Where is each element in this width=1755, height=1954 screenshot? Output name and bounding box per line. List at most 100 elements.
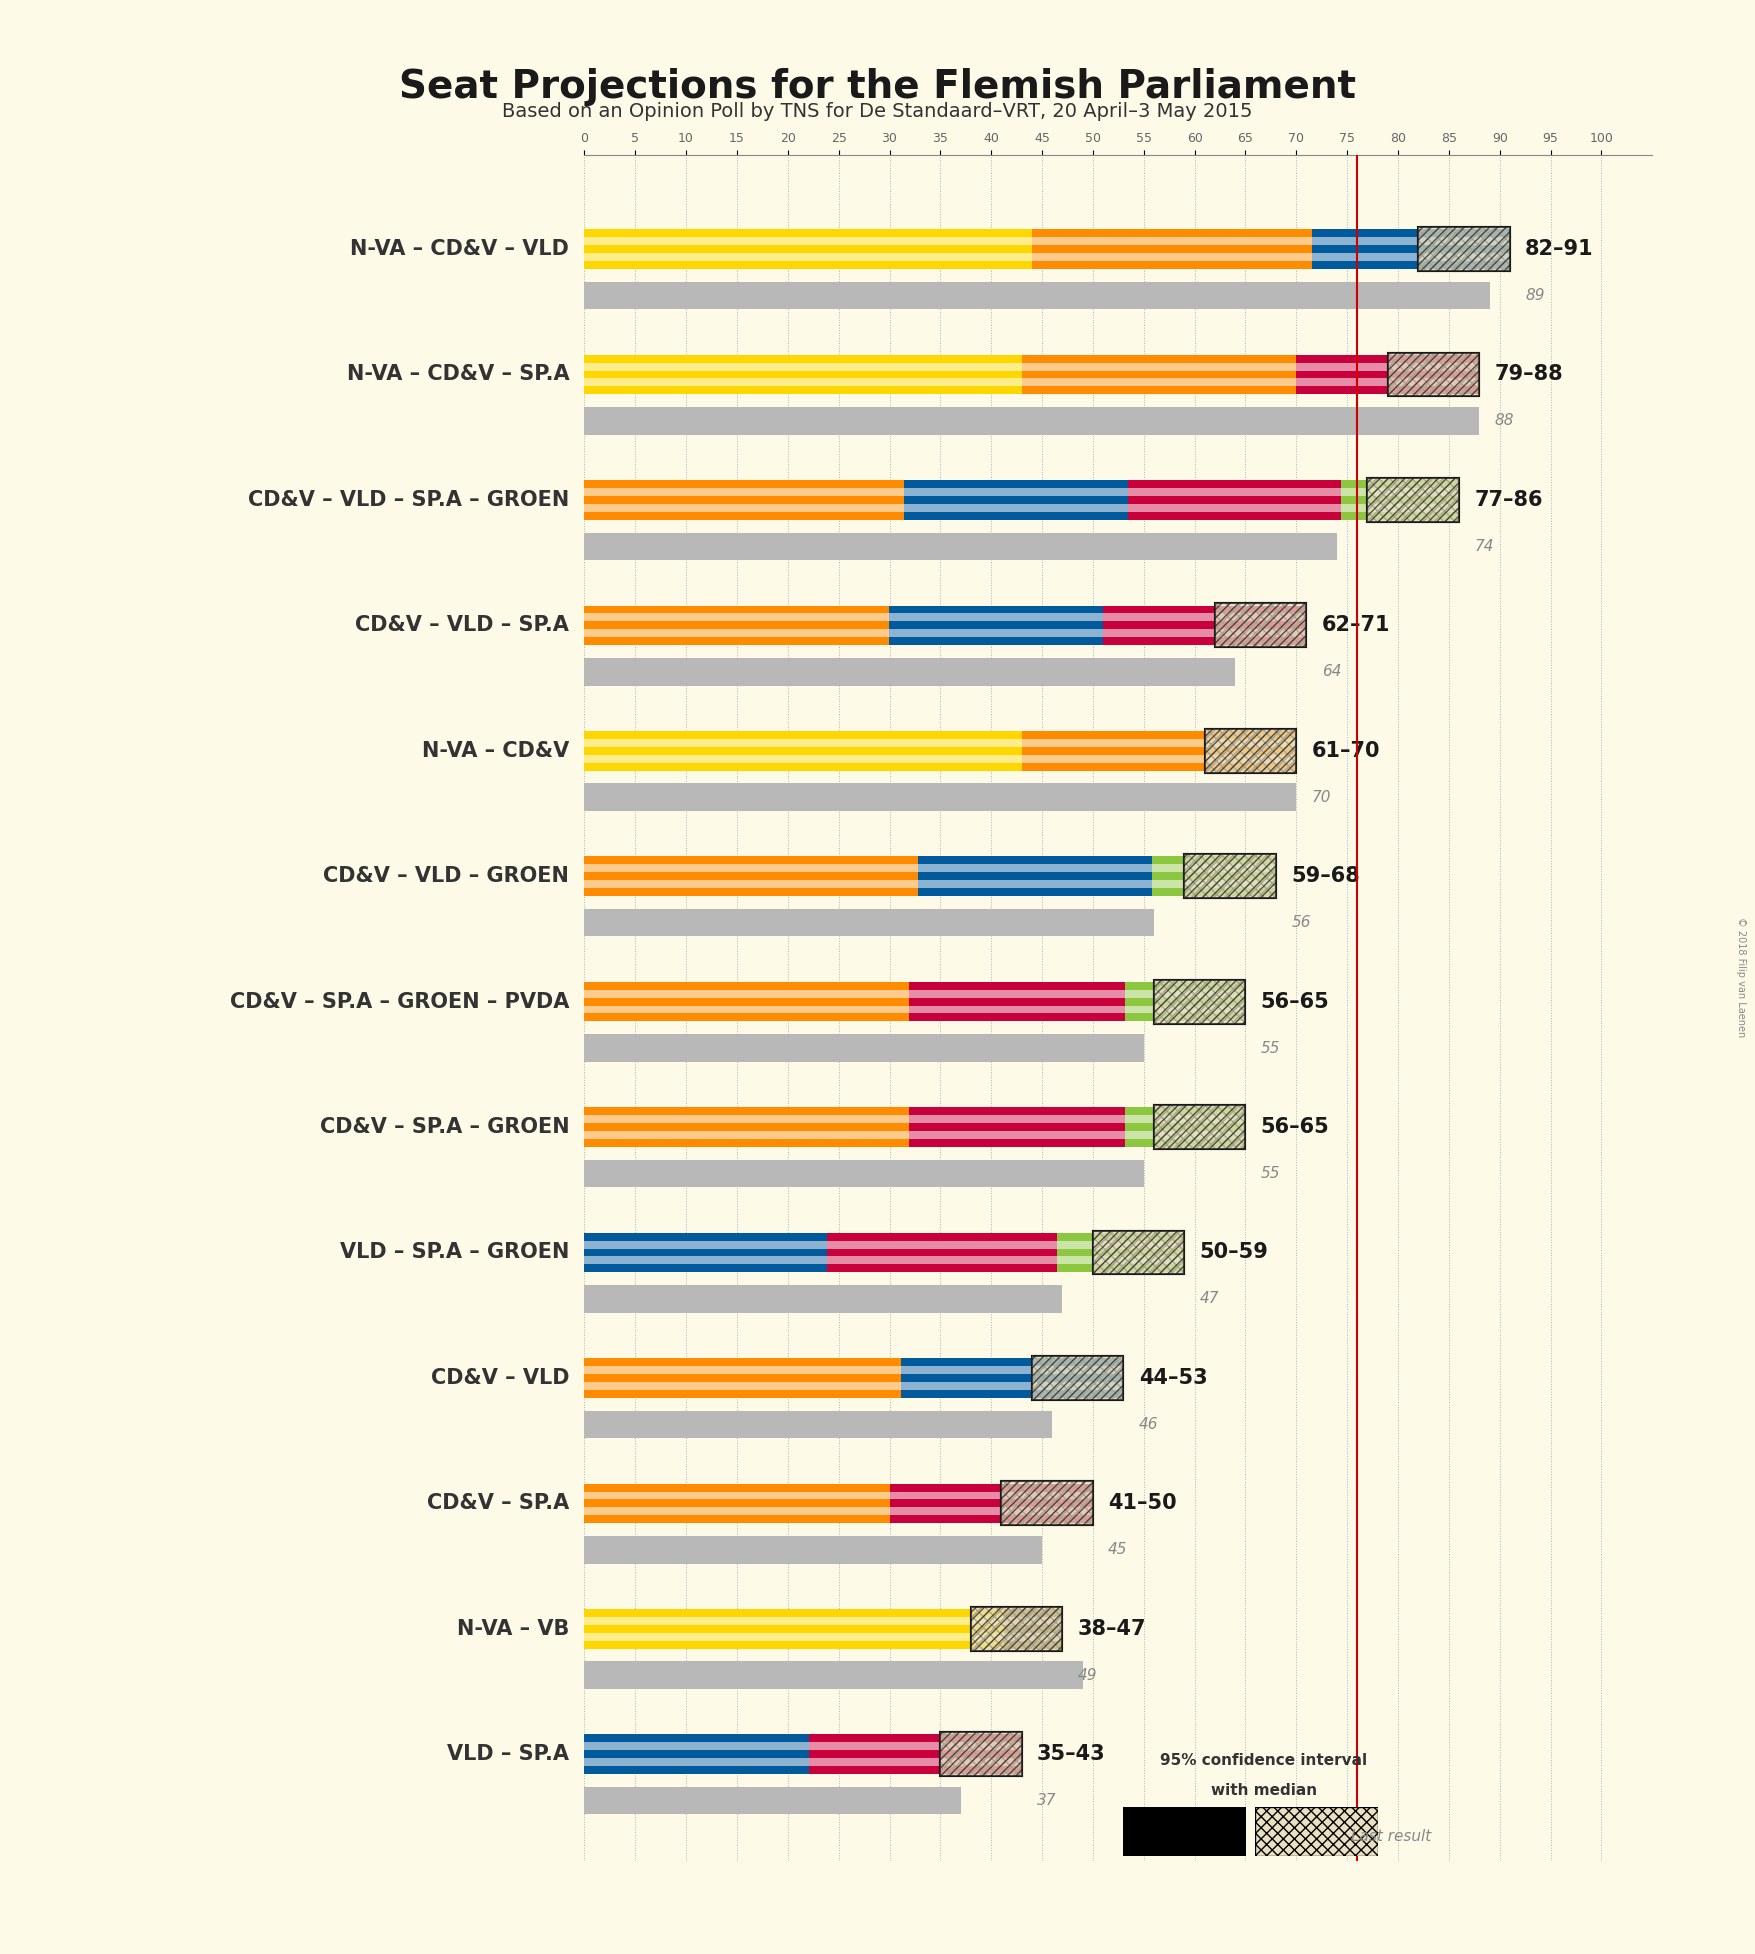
Bar <box>809 1759 1021 1766</box>
Bar <box>584 864 918 871</box>
Bar <box>584 606 890 614</box>
Bar <box>1032 244 1313 252</box>
Bar <box>584 1034 1144 1061</box>
Bar <box>1021 731 1297 739</box>
Bar <box>1313 252 1509 262</box>
Text: CD&V – VLD – SP.A – GROEN: CD&V – VLD – SP.A – GROEN <box>247 490 569 510</box>
Bar <box>1125 981 1246 1022</box>
Bar <box>584 488 904 496</box>
Bar <box>918 856 1153 864</box>
Bar <box>1032 262 1313 270</box>
Bar <box>1153 856 1276 897</box>
Bar <box>1004 1608 1062 1618</box>
Bar <box>909 998 1125 1006</box>
Bar <box>900 1358 1123 1397</box>
Bar <box>909 1131 1125 1139</box>
Bar <box>584 856 918 864</box>
Bar <box>1057 1249 1185 1256</box>
Text: 89: 89 <box>1525 287 1544 303</box>
Bar <box>1057 1241 1185 1249</box>
Bar <box>1153 879 1276 887</box>
Bar <box>584 1608 1004 1649</box>
Bar <box>1153 887 1276 897</box>
Text: N-VA – CD&V – VLD: N-VA – CD&V – VLD <box>351 238 569 260</box>
Bar <box>1297 387 1479 395</box>
Bar <box>1032 229 1313 236</box>
Bar <box>584 629 890 637</box>
Bar <box>971 1606 1062 1651</box>
Bar <box>584 371 1021 379</box>
Bar <box>584 1139 909 1147</box>
Bar <box>1125 1006 1246 1014</box>
Bar <box>904 512 1128 520</box>
Text: N-VA – CD&V: N-VA – CD&V <box>421 741 569 760</box>
Text: CD&V – VLD: CD&V – VLD <box>430 1368 569 1387</box>
Text: CD&V – SP.A – GROEN – PVDA: CD&V – SP.A – GROEN – PVDA <box>230 991 569 1012</box>
Text: 56: 56 <box>1292 914 1311 930</box>
Bar <box>584 252 1032 262</box>
Bar <box>909 1014 1125 1022</box>
Bar <box>827 1233 1057 1241</box>
Bar <box>1021 371 1297 379</box>
Bar <box>1004 1608 1062 1649</box>
Bar <box>909 991 1125 998</box>
Bar <box>584 762 1021 770</box>
Text: CD&V – VLD – SP.A: CD&V – VLD – SP.A <box>355 616 569 635</box>
Bar <box>1104 637 1306 645</box>
Bar <box>809 1751 1021 1759</box>
Bar <box>1125 1124 1246 1131</box>
Bar <box>584 379 1021 387</box>
Text: 59–68: 59–68 <box>1292 866 1360 887</box>
Bar <box>1125 998 1246 1006</box>
Bar <box>584 1536 1042 1563</box>
Bar <box>1021 356 1297 395</box>
Bar <box>584 1626 1004 1634</box>
Bar <box>1125 1108 1246 1116</box>
Text: 77–86: 77–86 <box>1474 490 1543 510</box>
Bar <box>584 621 890 629</box>
Bar <box>1418 227 1509 272</box>
Bar <box>827 1264 1057 1272</box>
Bar <box>584 1751 809 1759</box>
Bar <box>584 1366 900 1374</box>
Bar <box>1388 352 1479 397</box>
Bar <box>909 1124 1125 1131</box>
Bar <box>1125 1139 1246 1147</box>
Bar <box>584 1124 909 1131</box>
Bar <box>584 512 904 520</box>
Bar <box>904 496 1128 504</box>
Bar <box>1021 387 1297 395</box>
Bar <box>890 621 1104 629</box>
Text: N-VA – CD&V – SP.A: N-VA – CD&V – SP.A <box>346 365 569 385</box>
Bar <box>584 1264 827 1272</box>
Bar <box>1057 1233 1185 1241</box>
Bar <box>584 1759 809 1766</box>
Bar <box>890 1491 1093 1499</box>
Bar <box>1032 1356 1123 1399</box>
Text: Seat Projections for the Flemish Parliament: Seat Projections for the Flemish Parliam… <box>398 68 1357 106</box>
Bar <box>584 856 918 897</box>
Bar <box>1093 1231 1185 1274</box>
Bar <box>584 1108 909 1116</box>
Bar <box>918 864 1153 871</box>
Bar <box>1125 1014 1246 1022</box>
Bar <box>1021 746 1297 754</box>
Bar <box>584 1608 1004 1618</box>
Text: Last result: Last result <box>1351 1829 1432 1845</box>
Bar <box>584 754 1021 762</box>
Bar <box>1057 1256 1185 1264</box>
Bar <box>1204 729 1297 772</box>
Bar <box>909 1006 1125 1014</box>
Bar <box>1341 488 1458 496</box>
Bar <box>1214 604 1306 647</box>
Bar <box>584 229 1032 270</box>
Bar <box>584 1786 960 1815</box>
Bar <box>584 356 1021 395</box>
Bar <box>1341 481 1458 520</box>
Text: 55: 55 <box>1260 1167 1279 1180</box>
Bar <box>584 998 909 1006</box>
Bar <box>584 871 918 879</box>
Bar <box>1341 504 1458 512</box>
Bar <box>1313 262 1509 270</box>
Bar <box>890 614 1104 621</box>
